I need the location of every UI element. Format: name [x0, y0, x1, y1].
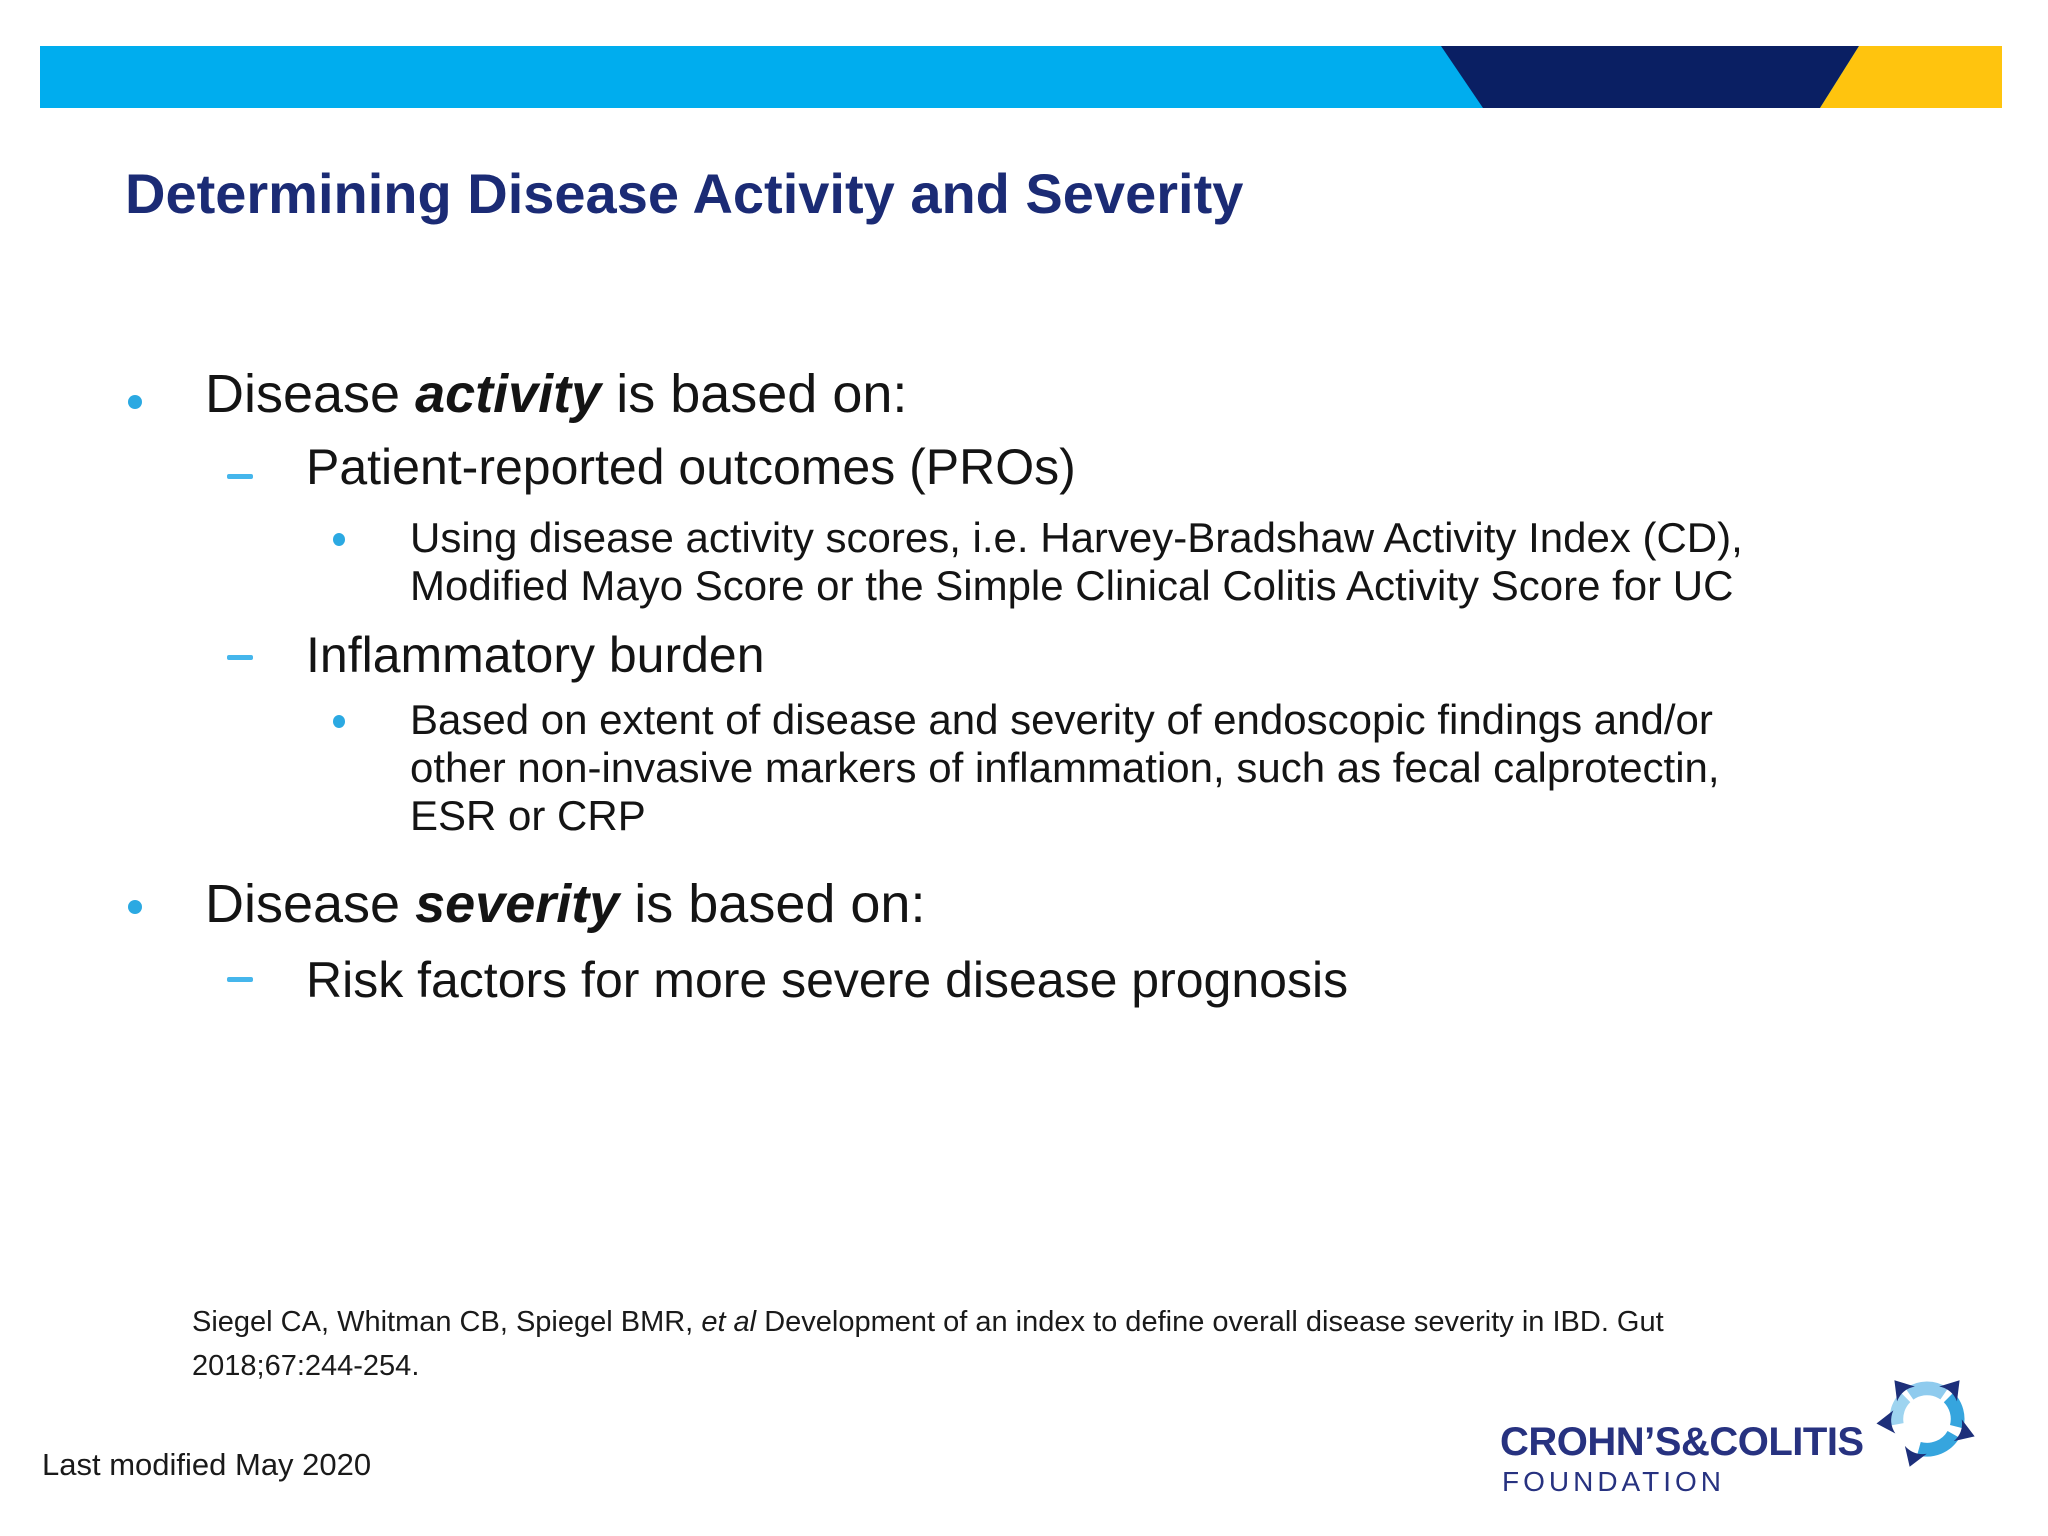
dash-marker-icon [227, 474, 253, 479]
banner-navy-stripe [1441, 46, 1859, 108]
dash-marker-icon [227, 977, 253, 982]
bullet-text-emphasis: severity [415, 874, 620, 934]
dash-marker-icon [227, 655, 253, 660]
bullet-text-pre: Disease [205, 364, 416, 424]
top-banner [40, 46, 2002, 108]
bullet-text-post: is based on: [619, 874, 926, 934]
logo-crohns-colitis-wordmark: CROHN’S&COLITIS [1500, 1420, 1864, 1464]
citation-pre: Siegel CA, Whitman CB, Spiegel BMR, [192, 1306, 702, 1338]
detail-activity-scores: Using disease activity scores, i.e. Harv… [410, 514, 1743, 609]
banner-yellow-stripe [1820, 46, 2002, 108]
bullet-dot-icon [333, 715, 345, 728]
bullet-text-pre: Disease [205, 874, 416, 934]
bullet-dot-icon [128, 395, 142, 409]
logo-starburst-icon [1876, 1380, 1975, 1467]
bullet-text-post: is based on: [601, 364, 908, 424]
logo-foundation-wordmark: FOUNDATION [1502, 1466, 1726, 1497]
last-modified-note: Last modified May 2020 [42, 1447, 372, 1482]
bullet-text-emphasis: activity [415, 364, 602, 424]
citation: Siegel CA, Whitman CB, Spiegel BMR, et a… [192, 1301, 1664, 1388]
sub-bullet-pros: Patient-reported outcomes (PROs) [306, 439, 1076, 495]
sub-bullet-risk-factors: Risk factors for more severe disease pro… [306, 952, 1349, 1008]
detail-inflammatory-markers: Based on extent of disease and severity … [410, 696, 1720, 839]
citation-post: Development of an index to define overal… [192, 1306, 1664, 1382]
bullet-dot-icon [128, 900, 142, 914]
slide-title: Determining Disease Activity and Severit… [125, 162, 1244, 225]
citation-et-al: et al [701, 1306, 757, 1338]
bullet-disease-activity: Disease activity is based on: [205, 364, 907, 426]
bullet-disease-severity: Disease severity is based on: [205, 874, 925, 936]
bullet-dot-icon [333, 533, 345, 546]
sub-bullet-inflammatory-burden: Inflammatory burden [306, 627, 765, 683]
